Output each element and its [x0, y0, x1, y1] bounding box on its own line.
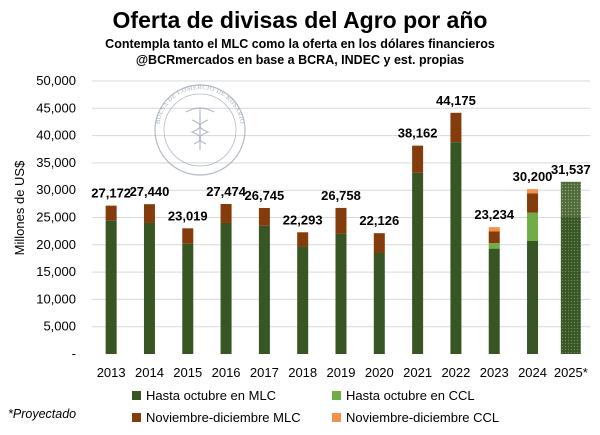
x-tick-label: 2018: [288, 365, 317, 380]
x-tick-label: 2014: [135, 365, 164, 380]
total-data-label: 26,745: [245, 188, 285, 203]
total-data-label: 27,474: [206, 184, 247, 199]
total-data-label: 26,758: [321, 188, 361, 203]
bar-segment: [143, 222, 155, 354]
bar-segment: [560, 181, 581, 217]
bar-segment: [527, 189, 539, 194]
bar-segment: [297, 246, 309, 354]
total-data-label: 27,440: [130, 184, 170, 199]
bar-segment: [373, 252, 385, 354]
y-tick-label: 45,000: [36, 100, 76, 115]
bar-segment: [335, 233, 347, 354]
y-axis-label: Millones de US$: [12, 160, 27, 255]
y-tick-label: 35,000: [36, 155, 76, 170]
y-tick-label: 15,000: [36, 264, 76, 279]
bar-segment: [488, 243, 500, 249]
bar-segment: [297, 232, 309, 247]
y-tick-label: 10,000: [36, 291, 76, 306]
x-tick-label: 2024: [518, 365, 547, 380]
bar-segment: [335, 207, 347, 234]
bar-segment: [105, 205, 117, 221]
total-data-label: 22,126: [359, 213, 399, 228]
y-tick-label: 25,000: [36, 210, 76, 225]
x-tick-label: 2021: [403, 365, 432, 380]
bar-segment: [560, 216, 581, 354]
legend: Hasta octubre en MLC Hasta octubre en CCL…: [132, 388, 499, 425]
x-tick-label: 2025*: [554, 365, 588, 380]
x-tick-label: 2019: [327, 365, 356, 380]
y-tick-label: 50,000: [36, 73, 76, 88]
x-tick-label: 2022: [441, 365, 470, 380]
bar-segment: [527, 193, 539, 213]
bar-segment: [488, 248, 500, 354]
total-data-label: 44,175: [436, 93, 476, 108]
legend-label: Noviembre-diciembre MLC: [146, 410, 301, 425]
bar-segment: [105, 220, 117, 354]
bar-segment: [182, 228, 194, 244]
total-data-label: 23,234: [474, 207, 515, 222]
bar-segment: [258, 207, 270, 226]
total-data-label: 23,019: [168, 208, 208, 223]
total-data-label: 30,200: [513, 169, 553, 184]
bar-segment: [488, 227, 500, 232]
x-tick-label: 2015: [173, 365, 202, 380]
bcr-seal-watermark: BOLSA DE COMERCIO DE ROSARIO: [154, 84, 246, 176]
y-tick-label: 20,000: [36, 237, 76, 252]
bar-segment: [527, 240, 539, 354]
bar-segment: [450, 112, 462, 143]
x-tick-label: 2020: [365, 365, 394, 380]
caduceus-icon: [185, 107, 215, 150]
total-data-label: 31,537: [551, 162, 591, 177]
legend-swatch: [132, 413, 141, 422]
y-axis: - 5,000 10,000 15,000 20,000 25,000 30,000 35,0…: [36, 73, 76, 361]
bar-segment: [412, 172, 424, 354]
y-tick-label: 30,000: [36, 182, 76, 197]
x-tick-label: 2023: [480, 365, 509, 380]
total-data-label: 38,162: [398, 126, 438, 141]
x-tick-label: 2016: [212, 365, 241, 380]
legend-label: Hasta octubre en MLC: [146, 388, 276, 403]
total-data-label: 22,293: [283, 212, 323, 227]
bar-segment: [412, 145, 424, 173]
x-tick-label: 2013: [97, 365, 126, 380]
bar-segment: [373, 233, 385, 253]
bar-segment: [143, 204, 155, 223]
total-data-label: 27,172: [91, 186, 131, 201]
chart-subtitle-line-1: Contempla tanto el MLC como la oferta en…: [105, 37, 495, 51]
projection-note: *Proyectado: [8, 407, 76, 421]
legend-swatch: [132, 391, 141, 400]
bars: [105, 112, 581, 354]
legend-swatch: [332, 413, 341, 422]
y-tick-label: 40,000: [36, 128, 76, 143]
bar-segment: [488, 231, 500, 244]
bar-segment: [450, 142, 462, 354]
legend-label: Hasta octubre en CCL: [346, 388, 475, 403]
x-tick-label: 2017: [250, 365, 279, 380]
bar-segment: [182, 243, 194, 354]
y-tick-label: -: [72, 346, 76, 361]
bar-segment: [220, 222, 232, 354]
bar-segment: [527, 212, 539, 241]
chart-title: Oferta de divisas del Agro por año: [113, 7, 488, 33]
y-tick-label: 5,000: [43, 319, 76, 334]
legend-swatch: [332, 391, 341, 400]
chart-subtitle-line-2: @BCRmercados en base a BCRA, INDEC y est…: [136, 53, 464, 67]
bar-segment: [258, 225, 270, 354]
legend-label: Noviembre-diciembre CCL: [346, 410, 499, 425]
x-axis: 2013 2014 2015 2016 2017 2018 2019 2020 2021 2022…: [97, 365, 588, 380]
bar-segment: [220, 203, 232, 223]
